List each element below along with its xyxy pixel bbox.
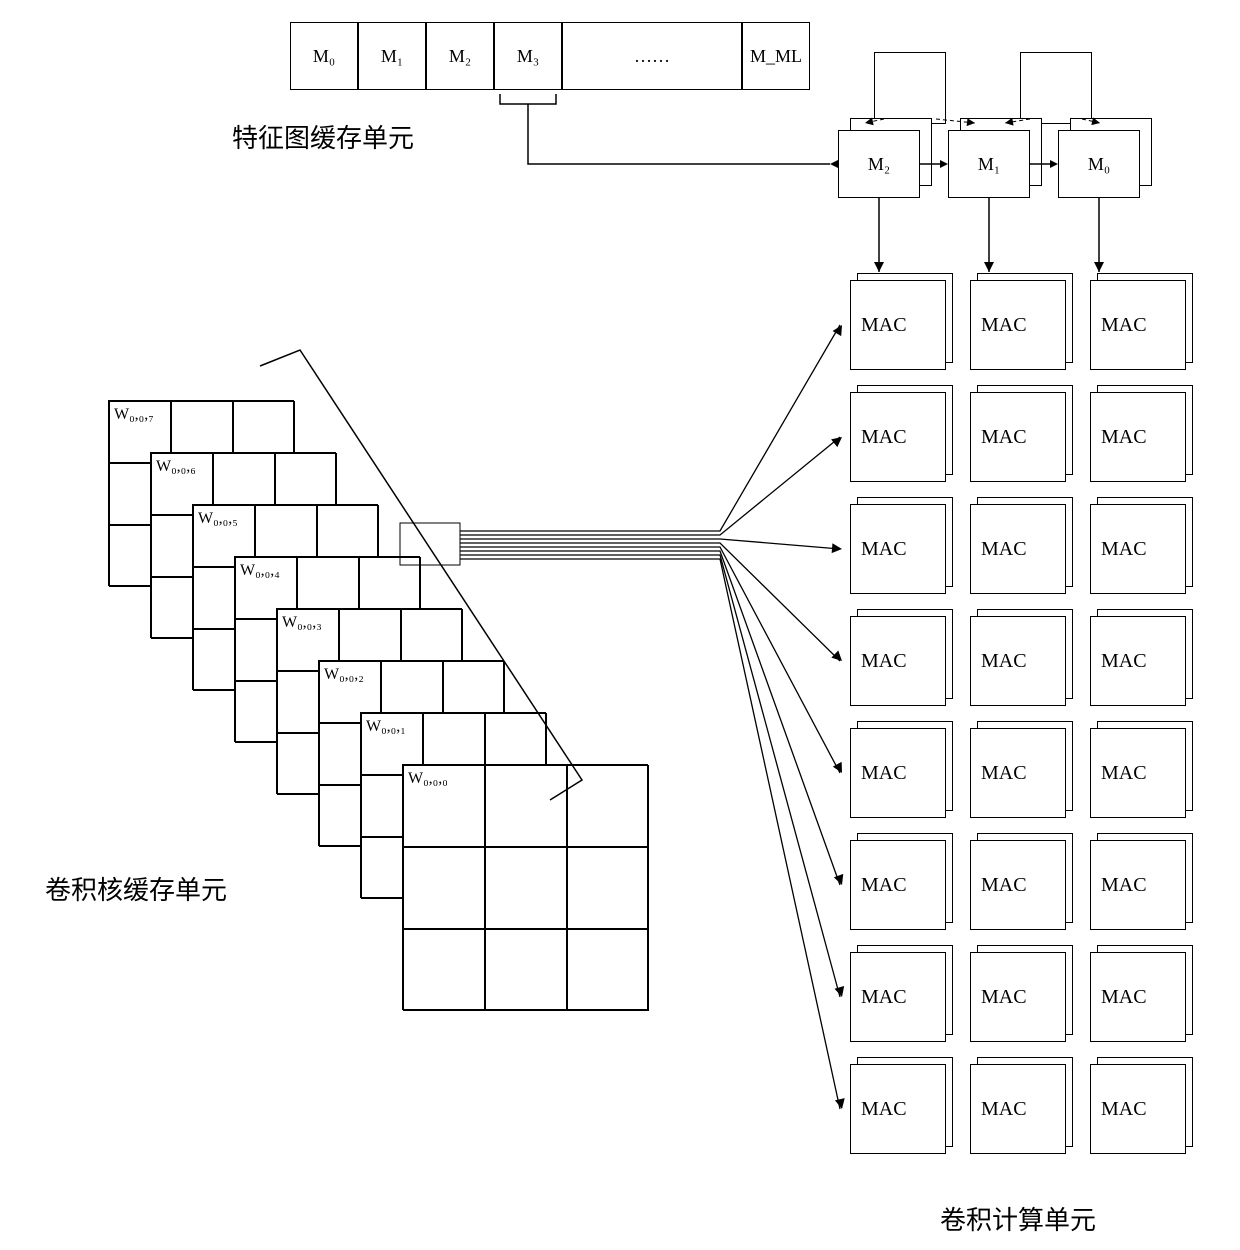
mac-cell: MAC	[850, 728, 946, 818]
mac-cell: MAC	[970, 728, 1066, 818]
feature-buffer-cell: M₃	[494, 22, 562, 90]
mac-cell: MAC	[850, 392, 946, 482]
feature-buffer-cell: M₂	[426, 22, 494, 90]
mac-cell: MAC	[970, 504, 1066, 594]
mac-cell: MAC	[1090, 504, 1186, 594]
kernel-label: W₀,₀,₀	[404, 766, 484, 788]
mac-cell: MAC	[850, 504, 946, 594]
mac-cell: MAC	[970, 840, 1066, 930]
kernel-label: W₀,₀,₂	[320, 662, 380, 684]
mac-cell: MAC	[1090, 840, 1186, 930]
feature-buffer-cell: M₀	[290, 22, 358, 90]
mac-cell: MAC	[850, 616, 946, 706]
conv-compute-label: 卷积计算单元	[940, 1200, 1096, 1237]
register-back-square	[874, 52, 946, 124]
mac-cell: MAC	[970, 1064, 1066, 1154]
kernel-label: W₀,₀,₄	[236, 558, 296, 580]
feature-buffer-cell: ……	[562, 22, 742, 90]
mac-cell: MAC	[1090, 952, 1186, 1042]
mac-cell: MAC	[1090, 392, 1186, 482]
kernel-label: W₀,₀,₁	[362, 714, 422, 736]
kernel-label: W₀,₀,₆	[152, 454, 212, 476]
feature-buffer-cell: M₁	[358, 22, 426, 90]
mac-cell: MAC	[970, 952, 1066, 1042]
register-cell: M₀	[1058, 130, 1140, 198]
mac-cell: MAC	[850, 952, 946, 1042]
kernel-grid: W₀,₀,₀	[402, 764, 648, 1010]
mac-cell: MAC	[850, 280, 946, 370]
mac-cell: MAC	[970, 392, 1066, 482]
feature-buffer-cell: M_ML	[742, 22, 810, 90]
kernel-label: W₀,₀,₇	[110, 402, 170, 424]
mac-cell: MAC	[1090, 616, 1186, 706]
mac-cell: MAC	[850, 840, 946, 930]
kernel-label: W₀,₀,₃	[278, 610, 338, 632]
kernel-cache-label: 卷积核缓存单元	[45, 870, 227, 907]
mac-cell: MAC	[970, 280, 1066, 370]
mac-cell: MAC	[1090, 728, 1186, 818]
mac-cell: MAC	[1090, 1064, 1186, 1154]
mac-cell: MAC	[850, 1064, 946, 1154]
mac-cell: MAC	[970, 616, 1066, 706]
register-cell: M₂	[838, 130, 920, 198]
mac-cell: MAC	[1090, 280, 1186, 370]
kernel-label: W₀,₀,₅	[194, 506, 254, 528]
register-back-square	[1020, 52, 1092, 124]
feature-map-cache-label: 特征图缓存单元	[232, 118, 414, 155]
register-cell: M₁	[948, 130, 1030, 198]
